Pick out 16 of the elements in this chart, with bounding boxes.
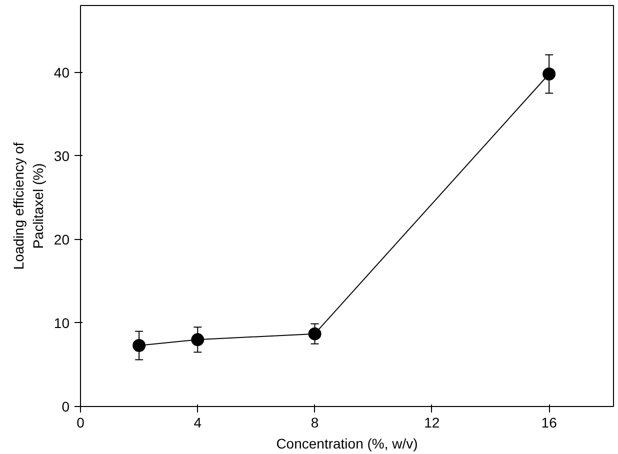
- x-tick-label: 12: [424, 414, 440, 430]
- point: [308, 327, 322, 340]
- point: [132, 339, 146, 352]
- x-tick-label: 16: [541, 414, 558, 430]
- x-tick-label: 4: [194, 414, 202, 430]
- x-tick-label: 8: [310, 414, 319, 430]
- y-tick-label: 30: [54, 148, 70, 164]
- y-tick-label: 0: [62, 398, 70, 414]
- x-axis-title: Concentration (%, w/v): [276, 436, 418, 452]
- y-axis-title: Loading efficiency of Paclitaxel (%): [10, 142, 46, 270]
- point: [191, 333, 204, 346]
- y-tick-label: 10: [54, 314, 70, 331]
- y-tick-label: 20: [54, 231, 70, 248]
- y-tick-label: 40: [54, 64, 70, 80]
- point: [542, 68, 556, 80]
- x-tick-label: 0: [76, 414, 85, 430]
